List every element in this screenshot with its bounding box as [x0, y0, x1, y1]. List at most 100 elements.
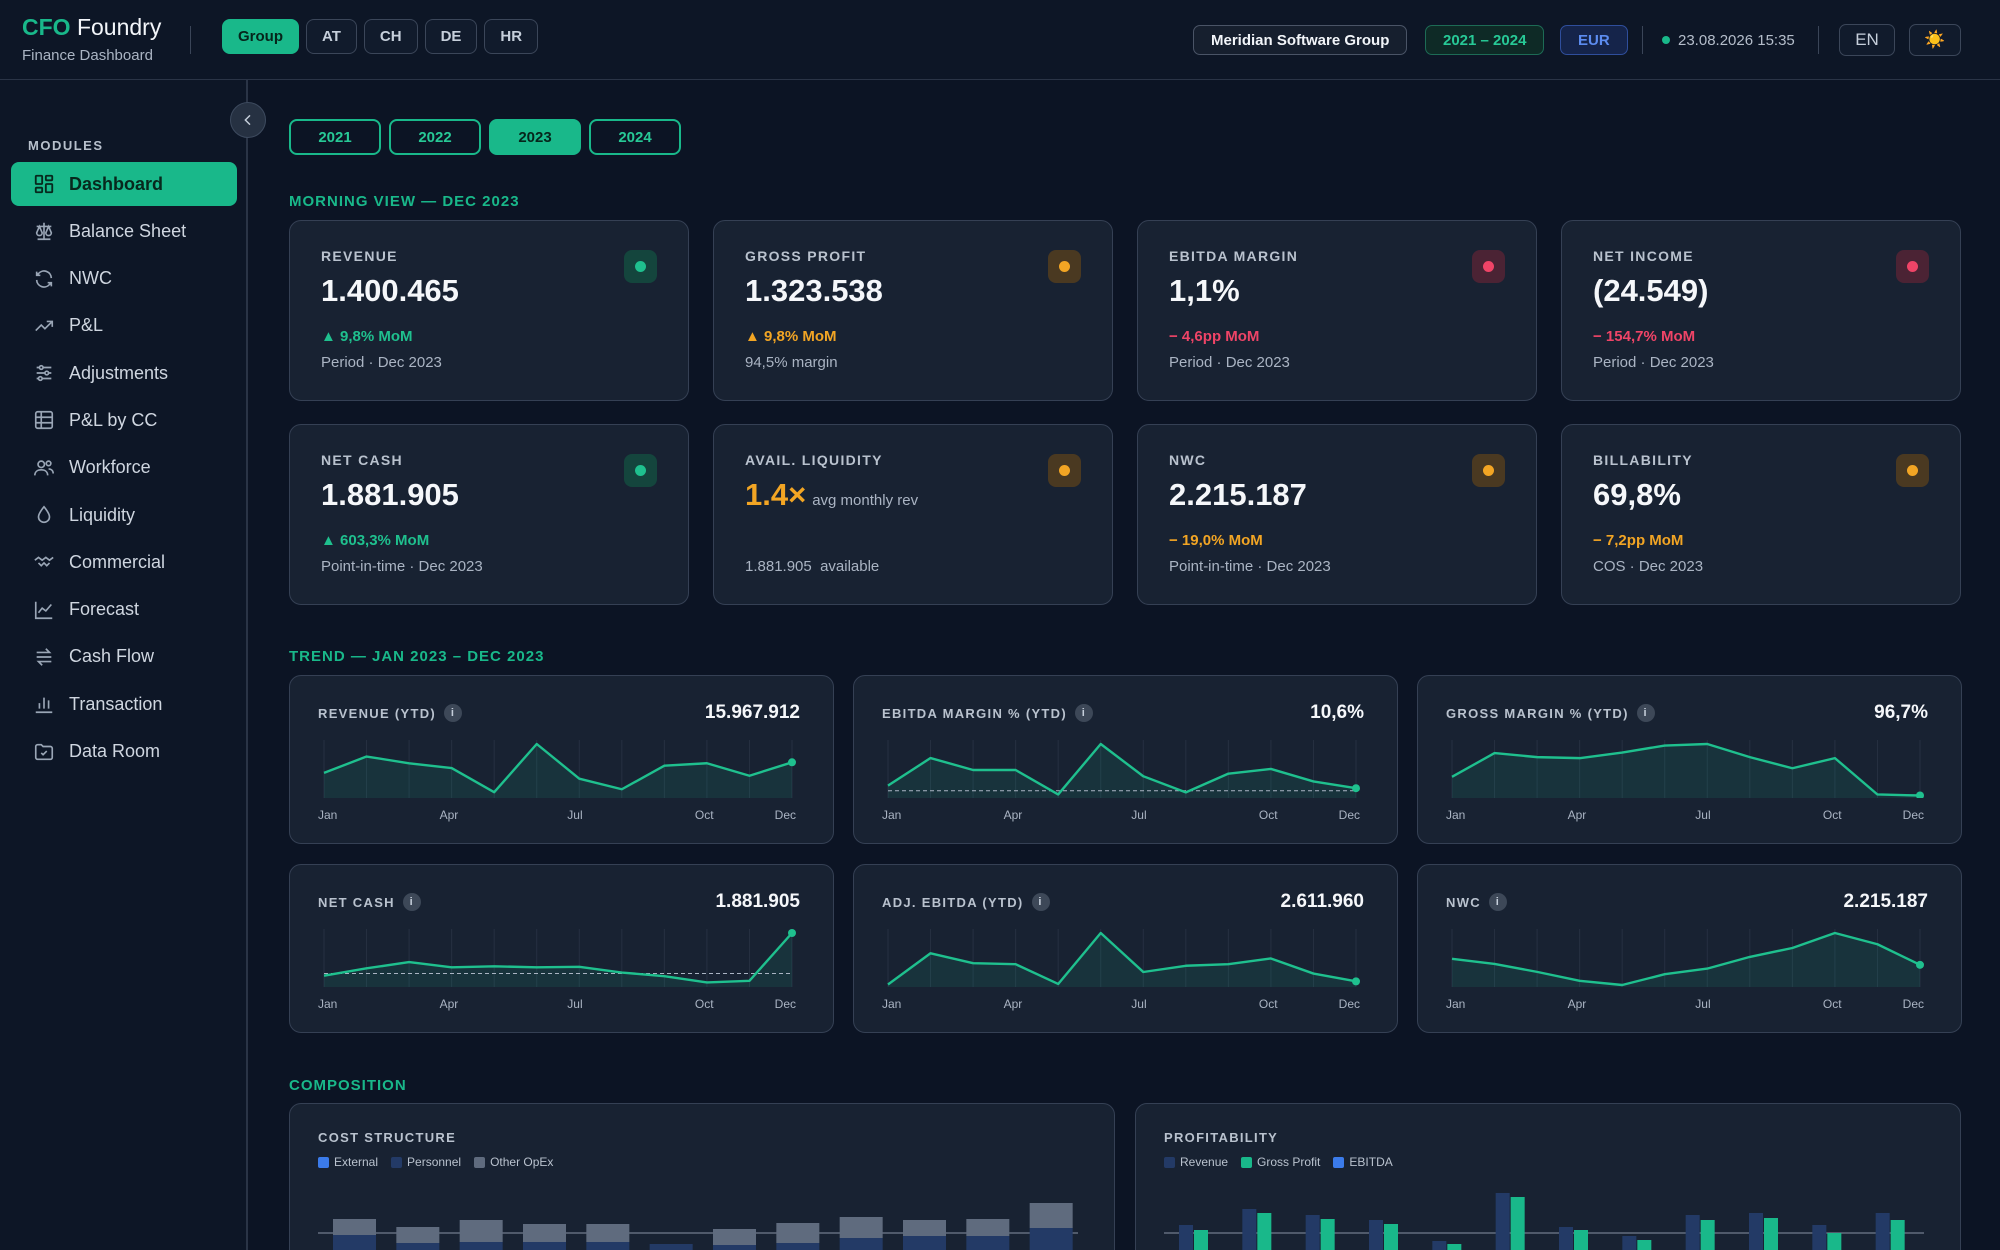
info-icon[interactable]: i: [1031, 893, 1050, 911]
bar-revenue[interactable]: [1179, 1225, 1193, 1250]
kpi-card[interactable]: REVENUE 1.400.465 ▲ 9,8% MoM Period · De…: [289, 220, 689, 401]
bar-personnel[interactable]: [459, 1242, 503, 1250]
trend-card[interactable]: NWC i 2.215.187 Jan Apr Jul Oct Dec: [1417, 864, 1962, 1033]
bar-gross-profit[interactable]: [1384, 1224, 1398, 1250]
trend-card[interactable]: ADJ. EBITDA (YTD) i 2.611.960 Jan Apr Jul Oct…: [853, 864, 1398, 1033]
bar-personnel[interactable]: [1029, 1228, 1073, 1250]
bar-personnel[interactable]: [333, 1235, 376, 1250]
kpi-card[interactable]: NET CASH 1.881.905 ▲ 603,3% MoM Point-in…: [289, 424, 689, 605]
company-selector[interactable]: Meridian Software Group: [1193, 25, 1408, 55]
bar-gross-profit[interactable]: [1700, 1220, 1715, 1250]
kpi-card[interactable]: AVAIL. LIQUIDITY 1.4× avg monthly rev 1.8…: [713, 424, 1113, 605]
brand[interactable]: CFO Foundry Finance Dashboard: [22, 14, 161, 64]
sidebar-item-commercial[interactable]: Commercial: [11, 540, 237, 584]
info-icon[interactable]: i: [444, 704, 463, 722]
bar-gross-profit[interactable]: [1257, 1213, 1272, 1250]
bar-gross-profit[interactable]: [1637, 1240, 1652, 1250]
bar-gross-profit[interactable]: [1827, 1233, 1842, 1250]
kpi-card[interactable]: NET INCOME (24.549) − 154,7% MoM Period …: [1561, 220, 1961, 401]
legend-label: Gross Profit: [1257, 1155, 1321, 1169]
bar-other-opex[interactable]: [333, 1219, 376, 1235]
sidebar-item-adjustments[interactable]: Adjustments: [11, 351, 237, 395]
bar-personnel[interactable]: [776, 1243, 820, 1250]
bar-revenue[interactable]: [1812, 1225, 1827, 1250]
trend-card[interactable]: GROSS MARGIN % (YTD) i 96,7% Jan Apr Jul Oct D…: [1417, 675, 1962, 844]
bar-personnel[interactable]: [649, 1244, 693, 1250]
entity-tab-hr[interactable]: HR: [484, 19, 539, 54]
bar-other-opex[interactable]: [586, 1224, 630, 1242]
info-icon[interactable]: i: [1636, 704, 1655, 722]
bar-revenue[interactable]: [1495, 1193, 1510, 1250]
language-button[interactable]: EN: [1839, 24, 1895, 56]
bar-revenue[interactable]: [1749, 1213, 1763, 1250]
year-tab-2022[interactable]: 2022: [389, 119, 481, 155]
bar-personnel[interactable]: [523, 1242, 566, 1250]
sidebar-item-liquidity[interactable]: Liquidity: [11, 493, 237, 537]
bar-personnel[interactable]: [966, 1236, 1010, 1250]
info-icon[interactable]: i: [1074, 704, 1093, 722]
bar-revenue[interactable]: [1559, 1227, 1573, 1250]
year-tab-2021[interactable]: 2021: [289, 119, 381, 155]
year-tab-2023[interactable]: 2023: [489, 119, 581, 155]
bar-gross-profit[interactable]: [1320, 1219, 1335, 1250]
bar-revenue[interactable]: [1685, 1215, 1700, 1250]
info-icon[interactable]: i: [402, 893, 421, 911]
sidebar-item-pl-by-cc[interactable]: P&L by CC: [11, 398, 237, 442]
kpi-delta: − 4,6pp MoM: [1169, 328, 1260, 345]
bar-personnel[interactable]: [396, 1243, 440, 1250]
sidebar-item-data-room[interactable]: Data Room: [11, 730, 237, 774]
bar-other-opex[interactable]: [396, 1227, 440, 1243]
bar-personnel[interactable]: [903, 1236, 946, 1250]
currency-selector[interactable]: EUR: [1560, 25, 1628, 55]
period-range-selector[interactable]: 2021 – 2024: [1425, 25, 1545, 55]
entity-tab-group[interactable]: Group: [222, 19, 299, 54]
bar-gross-profit[interactable]: [1890, 1220, 1905, 1250]
kpi-card[interactable]: NWC 2.215.187 − 19,0% MoM Point-in-time …: [1137, 424, 1537, 605]
sidebar-item-balance-sheet[interactable]: Balance Sheet: [11, 209, 237, 253]
bar-other-opex[interactable]: [966, 1219, 1010, 1236]
sidebar-item-pl[interactable]: P&L: [11, 304, 237, 348]
bar-gross-profit[interactable]: [1194, 1230, 1208, 1250]
sidebar-item-nwc[interactable]: NWC: [11, 257, 237, 301]
bar-revenue[interactable]: [1432, 1241, 1447, 1250]
trend-card[interactable]: REVENUE (YTD) i 15.967.912 Jan Apr Jul Oct Dec: [289, 675, 834, 844]
entity-tab-ch[interactable]: CH: [363, 19, 418, 54]
theme-toggle-icon[interactable]: ☀️: [1909, 24, 1961, 56]
bar-gross-profit[interactable]: [1510, 1197, 1525, 1250]
bar-revenue[interactable]: [1242, 1209, 1257, 1250]
bar-revenue[interactable]: [1369, 1220, 1383, 1250]
bar-personnel[interactable]: [586, 1242, 630, 1250]
entity-tab-de[interactable]: DE: [424, 19, 478, 54]
bar-personnel[interactable]: [839, 1238, 883, 1250]
bar-other-opex[interactable]: [523, 1224, 566, 1242]
year-tab-2024[interactable]: 2024: [589, 119, 681, 155]
bar-revenue[interactable]: [1622, 1236, 1637, 1250]
sidebar-collapse-button[interactable]: [230, 102, 266, 138]
bar-gross-profit[interactable]: [1447, 1244, 1462, 1250]
kpi-card[interactable]: BILLABILITY 69,8% − 7,2pp MoM COS · Dec …: [1561, 424, 1961, 605]
sidebar-item-transaction[interactable]: Transaction: [11, 682, 237, 726]
bar-gross-profit[interactable]: [1574, 1230, 1588, 1250]
kpi-card[interactable]: EBITDA MARGIN 1,1% − 4,6pp MoM Period · …: [1137, 220, 1537, 401]
bar-personnel[interactable]: [713, 1245, 756, 1250]
sidebar-item-workforce[interactable]: Workforce: [11, 446, 237, 490]
sidebar-item-cash-flow[interactable]: Cash Flow: [11, 635, 237, 679]
kpi-card[interactable]: GROSS PROFIT 1.323.538 ▲ 9,8% MoM 94,5% …: [713, 220, 1113, 401]
trend-card[interactable]: EBITDA MARGIN % (YTD) i 10,6% Jan Apr Jul Oct…: [853, 675, 1398, 844]
bar-gross-profit[interactable]: [1764, 1218, 1778, 1250]
trend-card[interactable]: NET CASH i 1.881.905 Jan Apr Jul Oct Dec: [289, 864, 834, 1033]
entity-tab-at[interactable]: AT: [306, 19, 357, 54]
sidebar-item-forecast[interactable]: Forecast: [11, 588, 237, 632]
sidebar-item-dashboard[interactable]: Dashboard: [11, 162, 237, 206]
bar-other-opex[interactable]: [1029, 1203, 1073, 1228]
kpi-label: NET INCOME: [1593, 248, 1694, 264]
sidebar-nav: Dashboard Balance Sheet NWC P&L Adjustme…: [11, 162, 237, 777]
bar-revenue[interactable]: [1305, 1215, 1320, 1250]
bar-other-opex[interactable]: [713, 1229, 756, 1245]
bar-other-opex[interactable]: [776, 1223, 820, 1243]
bar-other-opex[interactable]: [903, 1220, 946, 1236]
bar-other-opex[interactable]: [839, 1217, 883, 1238]
bar-other-opex[interactable]: [459, 1220, 503, 1242]
bar-revenue[interactable]: [1875, 1213, 1890, 1250]
info-icon[interactable]: i: [1488, 893, 1507, 911]
